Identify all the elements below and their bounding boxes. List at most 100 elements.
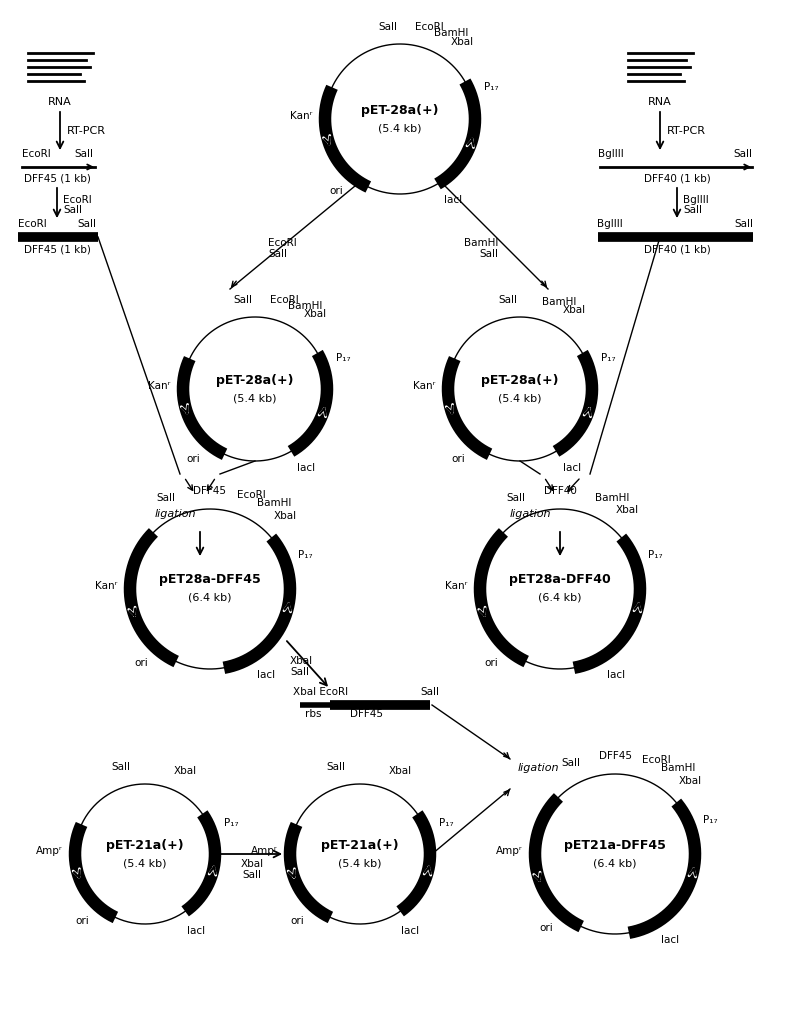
Text: (5.4 kb): (5.4 kb) [498,393,542,403]
Text: lacI: lacI [606,669,625,680]
Text: EcoRI: EcoRI [63,195,92,205]
Text: Kanʳ: Kanʳ [290,111,312,121]
Text: XbaI: XbaI [174,766,197,776]
Text: P₁₇: P₁₇ [336,353,350,363]
Text: SalI: SalI [683,205,702,215]
Text: Kanʳ: Kanʳ [413,381,435,391]
Text: P₁₇: P₁₇ [224,818,238,828]
Text: (5.4 kb): (5.4 kb) [123,858,166,868]
Text: BamHI: BamHI [542,297,576,307]
Text: SalI: SalI [420,687,439,697]
Text: SalI: SalI [111,762,130,772]
Text: SalI: SalI [156,493,175,502]
Text: SalI: SalI [479,249,498,259]
Text: SalI: SalI [234,294,253,305]
Text: EcoRI: EcoRI [270,296,298,306]
Text: DFF45 (1 kb): DFF45 (1 kb) [23,173,90,183]
Text: DFF40 (1 kb): DFF40 (1 kb) [644,173,710,183]
Text: RNA: RNA [48,97,72,107]
Text: SalI: SalI [498,294,518,305]
Text: P₁₇: P₁₇ [703,815,718,825]
Text: ori: ori [134,658,148,668]
Text: P₁₇: P₁₇ [439,818,454,828]
Text: BglIII: BglIII [597,219,622,229]
Text: BamHI: BamHI [662,763,696,773]
Text: XbaI: XbaI [274,511,297,521]
Text: P₁₇: P₁₇ [649,550,663,560]
Text: P₁₇: P₁₇ [601,353,615,363]
Text: DFF45: DFF45 [598,751,631,761]
Text: Kanʳ: Kanʳ [445,581,467,591]
Text: P₁₇: P₁₇ [484,82,498,92]
Text: EcoRI: EcoRI [415,22,444,33]
Text: lacI: lacI [186,926,205,935]
Text: XbaI: XbaI [304,310,327,319]
Text: DFF45: DFF45 [194,486,226,496]
Text: pET-28a(+): pET-28a(+) [216,374,294,386]
Text: lacI: lacI [562,463,581,473]
Text: ligation: ligation [518,763,559,773]
Text: BamHI: BamHI [595,493,630,502]
Text: SalI: SalI [733,149,752,159]
Text: SalI: SalI [506,493,525,502]
Text: pET21a-DFF45: pET21a-DFF45 [564,839,666,852]
Text: pET-28a(+): pET-28a(+) [482,374,558,386]
Text: XbaI: XbaI [290,656,313,666]
Text: lacI: lacI [444,196,462,205]
Text: XbaI: XbaI [616,504,639,515]
Text: BamHI: BamHI [288,301,322,311]
Text: pET28a-DFF40: pET28a-DFF40 [509,574,611,587]
Text: DFF45: DFF45 [350,709,383,719]
Text: (6.4 kb): (6.4 kb) [538,593,582,603]
Text: pET-21a(+): pET-21a(+) [321,839,399,852]
Text: XbaI: XbaI [388,766,411,776]
Text: Ampʳ: Ampʳ [250,846,277,856]
Text: SalI: SalI [734,219,753,229]
Text: pET28a-DFF45: pET28a-DFF45 [159,574,261,587]
Text: (6.4 kb): (6.4 kb) [594,858,637,868]
Text: ori: ori [76,916,90,925]
Text: (5.4 kb): (5.4 kb) [234,393,277,403]
Text: BamHI: BamHI [464,238,498,248]
Text: SalI: SalI [290,667,309,677]
Text: EcoRI: EcoRI [268,238,297,248]
Text: (5.4 kb): (5.4 kb) [338,858,382,868]
Text: RT-PCR: RT-PCR [667,126,706,136]
Text: SalI: SalI [561,758,580,767]
Text: ori: ori [290,916,305,925]
Text: Ampʳ: Ampʳ [495,846,522,856]
Text: EcoRI: EcoRI [22,149,50,159]
Text: BglIII: BglIII [683,195,709,205]
Text: DFF45 (1 kb): DFF45 (1 kb) [23,244,90,254]
Text: pET-21a(+): pET-21a(+) [106,839,184,852]
Text: EcoRI: EcoRI [18,219,46,229]
Text: ori: ori [186,454,200,464]
Text: ligation: ligation [154,510,196,519]
Text: ori: ori [452,454,466,464]
Text: XbaI: XbaI [241,859,263,869]
Text: SalI: SalI [74,149,93,159]
Text: BglIII: BglIII [598,149,624,159]
Text: XbaI: XbaI [678,776,702,786]
Text: SalI: SalI [242,870,262,880]
Text: lacI: lacI [257,669,274,680]
Text: ligation: ligation [510,510,550,519]
Text: SalI: SalI [268,249,287,259]
Text: lacI: lacI [402,926,420,935]
Text: Kanʳ: Kanʳ [94,581,117,591]
Text: pET-28a(+): pET-28a(+) [362,104,438,116]
Text: SalI: SalI [326,762,346,772]
Text: RT-PCR: RT-PCR [67,126,106,136]
Text: ori: ori [484,658,498,668]
Text: P₁₇: P₁₇ [298,550,313,560]
Text: ori: ori [330,186,343,197]
Text: lacI: lacI [662,934,680,945]
Text: (5.4 kb): (5.4 kb) [378,123,422,133]
Text: XbaI: XbaI [562,306,586,316]
Text: EcoRI: EcoRI [237,490,266,500]
Text: SalI: SalI [77,219,96,229]
Text: Ampʳ: Ampʳ [35,846,62,856]
Text: rbs: rbs [305,709,322,719]
Text: (6.4 kb): (6.4 kb) [188,593,232,603]
Text: XbaI: XbaI [450,37,474,47]
